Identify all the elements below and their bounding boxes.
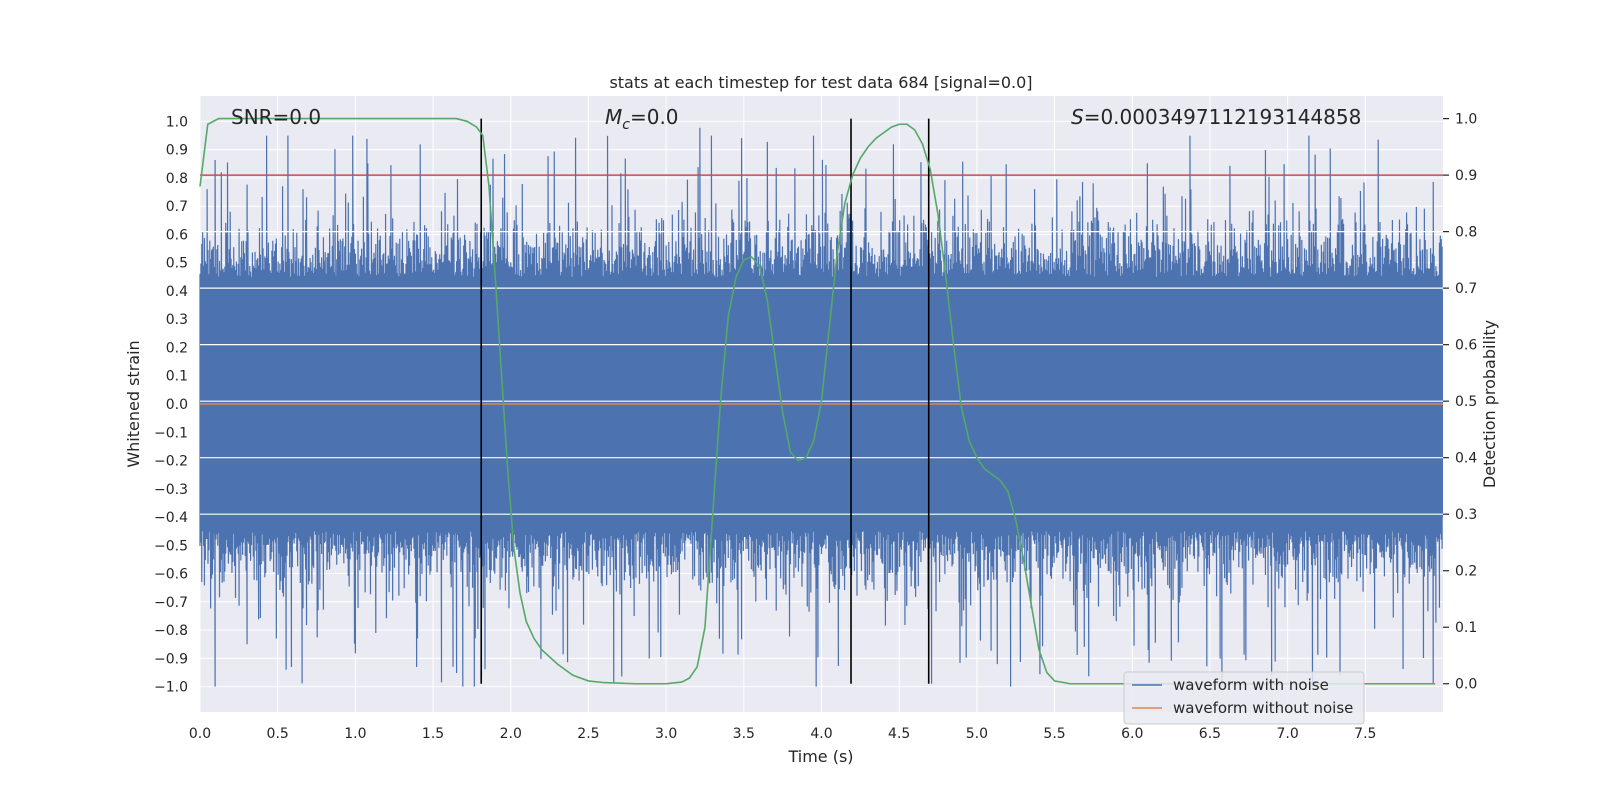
legend-label-clean: waveform without noise [1173,699,1353,717]
x-tick-label: 1.0 [344,726,366,742]
y-tick-label: −0.7 [154,595,188,611]
y-right-tick-label: 0.2 [1455,564,1477,580]
vertical-marker-lines [480,118,930,684]
y-right-tick-label: 0.6 [1455,338,1477,354]
y-right-tick-label: 0.1 [1455,620,1477,636]
y-tick-label: −0.5 [154,538,188,554]
x-axis-label: Time (s) [787,747,853,766]
y-axis-left-ticks: −1.0 −0.9 −0.8 −0.7 −0.6 −0.5 −0.4 −0.3 −0.2 −0.1… [154,114,188,695]
chirp-mass-annotation: Mc=0.0 [605,105,679,133]
x-tick-label: 7.0 [1276,726,1298,742]
snr-annotation: SNR=0.0 [231,105,321,129]
score-symbol: S [1071,105,1084,129]
x-tick-label: 7.5 [1354,726,1376,742]
score-value: =0.0003497112193144858 [1084,105,1362,129]
y-tick-label: 0.3 [166,312,188,328]
y-tick-label: −0.3 [154,482,188,498]
y-tick-label: −0.8 [154,623,188,639]
x-tick-label: 5.5 [1043,726,1065,742]
y-tick-label: 0.6 [166,227,188,243]
x-tick-label: 4.5 [888,726,910,742]
x-tick-label: 6.5 [1199,726,1221,742]
score-annotation: S=0.0003497112193144858 [1071,105,1361,129]
legend-label-noise: waveform with noise [1173,676,1329,694]
y-tick-label: 0.5 [166,256,188,272]
y-tick-label: −0.2 [154,454,188,470]
detection-probability-line [199,117,1436,685]
x-tick-label: 3.5 [733,726,755,742]
x-tick-label: 0.5 [267,726,289,742]
y-tick-label: 0.9 [166,143,188,159]
y-tick-label: 0.7 [166,199,188,215]
x-tick-label: 0.0 [189,726,211,742]
y-right-tick-label: 0.5 [1455,394,1477,410]
x-tick-label: 2.0 [500,726,522,742]
y-tick-label: 0.8 [166,171,188,187]
y-right-tick-label: 0.9 [1455,168,1477,184]
chirp-mass-value: =0.0 [630,105,679,129]
y-right-tick-label: 0.3 [1455,507,1477,523]
x-tick-label: 2.5 [577,726,599,742]
y-tick-label: 0.2 [166,340,188,356]
y-axis-right-ticks: 0.0 0.1 0.2 0.3 0.4 0.5 0.6 0.7 0.8 0.9 1.0 [1443,112,1477,693]
chirp-mass-symbol: M [605,105,622,129]
y-tick-label: −0.6 [154,567,188,583]
x-tick-label: 3.0 [655,726,677,742]
x-tick-label: 6.0 [1121,726,1143,742]
y-tick-label: 0.4 [166,284,188,300]
y-right-tick-label: 0.0 [1455,677,1477,693]
legend: waveform with noise waveform without noi… [1123,671,1365,725]
y-right-tick-label: 1.0 [1455,112,1477,128]
chirp-mass-subscript: c [622,117,630,133]
legend-box [1123,671,1365,725]
x-tick-label: 1.5 [422,726,444,742]
y-right-tick-label: 0.7 [1455,281,1477,297]
y-tick-label: 0.0 [166,397,188,413]
x-tick-label: 4.0 [810,726,832,742]
y-tick-label: −0.1 [154,425,188,441]
y-tick-label: −1.0 [154,680,188,696]
y-tick-label: 1.0 [166,114,188,130]
y-tick-label: −0.9 [154,651,188,667]
y-right-tick-label: 0.4 [1455,451,1477,467]
y-tick-label: −0.4 [154,510,188,526]
y-axis-right-label: Detection probability [1480,320,1499,488]
y-tick-label: 0.1 [166,369,188,385]
x-axis-ticks: 0.0 0.5 1.0 1.5 2.0 2.5 3.0 3.5 4.0 4.5 5.0 5.5 6.0 6… [189,726,1377,742]
x-tick-label: 5.0 [966,726,988,742]
y-axis-label: Whitened strain [124,340,143,467]
chart-title: stats at each timestep for test data 684… [609,73,1032,92]
y-right-tick-label: 0.8 [1455,225,1477,241]
